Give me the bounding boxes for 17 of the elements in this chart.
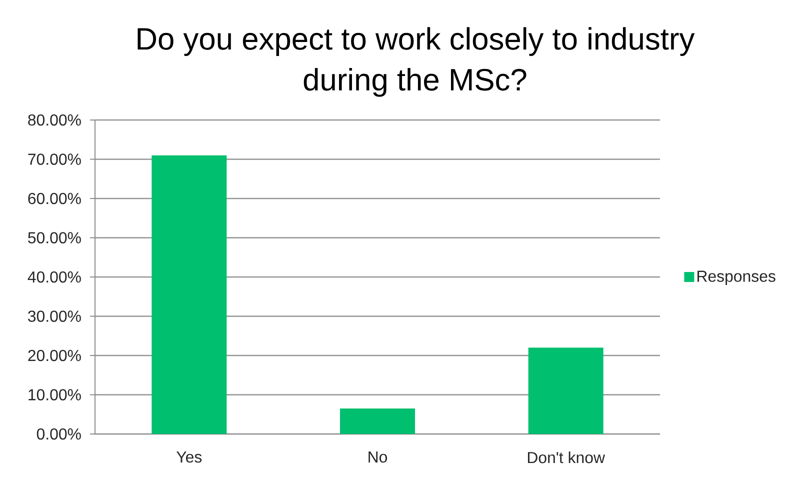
y-tick-label: 40.00% [28, 271, 81, 283]
bar [340, 408, 416, 434]
y-tick-label: 0.00% [36, 428, 81, 440]
legend-label: Responses [698, 270, 776, 286]
x-tick-label: Yes [176, 452, 202, 463]
x-tick-label: Don't know [528, 452, 606, 464]
y-tick-label: 20.00% [28, 350, 81, 362]
bar [528, 348, 604, 434]
y-tick-label: 70.00% [28, 154, 81, 165]
y-tick-label: 80.00% [28, 114, 81, 126]
x-tick-label: No [368, 452, 388, 463]
y-tick-label: 10.00% [28, 389, 81, 400]
y-tick-label: 30.00% [28, 310, 81, 322]
chart-title: Do you expect to work closely to industry during the MSc? [138, 27, 695, 97]
y-tick-label: 50.00% [28, 232, 81, 244]
y-tick-label: 60.00% [28, 192, 81, 204]
bar [152, 155, 227, 434]
